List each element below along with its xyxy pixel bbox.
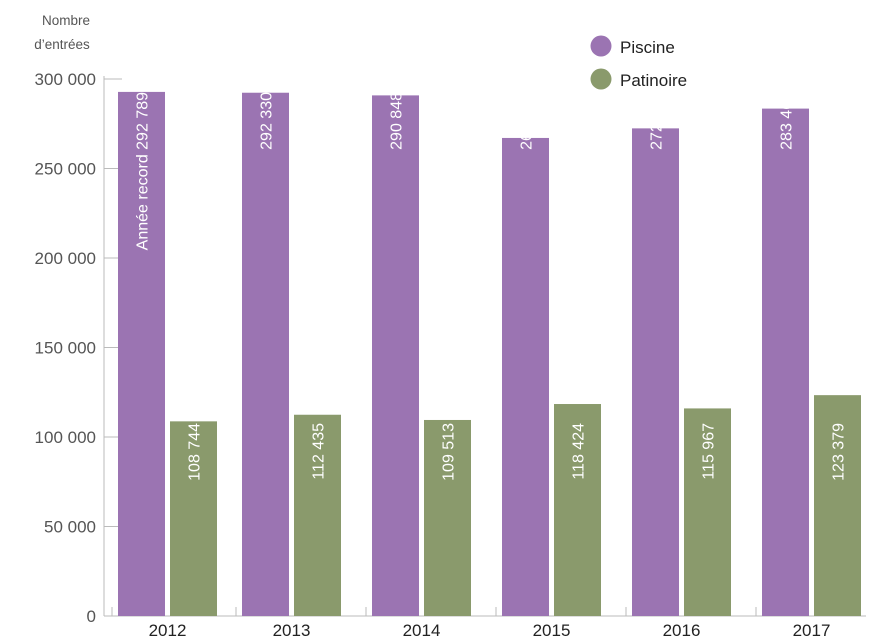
patinoire-legend-swatch [590, 68, 612, 90]
patinoire-bar [554, 404, 601, 616]
bars: Année record 292 789 108 744 292 330 112 43… [118, 91, 861, 617]
bar-data-label: 109 513 [441, 423, 458, 481]
bar-data-label: Année record 292 789 [135, 92, 152, 250]
x-tick-label: 2017 [793, 621, 831, 638]
piscine-bar [762, 108, 809, 617]
y-tick-label: 150 000 [35, 339, 96, 358]
bar-data-label: 115 967 [701, 423, 718, 480]
y-tick-label: 300 000 [35, 70, 96, 89]
x-tick-label: 2012 [149, 621, 187, 638]
piscine-legend-swatch [590, 35, 612, 57]
patinoire-bar [814, 395, 861, 616]
bar-data-label: 290 848 [389, 92, 406, 150]
y-tick-label: 100 000 [35, 428, 96, 447]
y-axis-title-line-1: Nombre [42, 13, 90, 28]
patinoire-bar [294, 414, 341, 616]
y-axis-title: Nombre d’entrées [34, 13, 90, 52]
piscine-legend-label: Piscine [620, 38, 675, 57]
bar-data-label: 292 330 [259, 92, 276, 150]
bar-data-label: 267 068 [519, 92, 536, 150]
patinoire-bar [684, 408, 731, 616]
axes: 0 50 000 100 000 150 000 200 000 250 000 300 0… [35, 70, 866, 638]
bar-data-label: 108 744 [187, 423, 204, 481]
bar-data-label: 272 421 [649, 92, 666, 150]
bar-data-label: 112 435 [311, 423, 328, 480]
piscine-bar [632, 128, 679, 617]
y-tick-label: 50 000 [44, 518, 96, 537]
y-tick-label: 0 [87, 607, 96, 626]
x-tick-label: 2014 [403, 621, 441, 638]
patinoire-legend-label: Patinoire [620, 71, 687, 90]
x-tick-label: 2015 [533, 621, 571, 638]
x-tick-label: 2016 [663, 621, 701, 638]
legend: Piscine Patinoire [590, 35, 687, 90]
bar-data-label: 118 424 [571, 423, 588, 480]
bar-data-label: 283 464 [779, 92, 796, 150]
piscine-bar [242, 92, 289, 616]
patinoire-bar [424, 419, 471, 616]
piscine-bar [372, 95, 419, 616]
y-tick-label: 200 000 [35, 249, 96, 268]
patinoire-bar [170, 421, 217, 616]
y-tick-label: 250 000 [35, 160, 96, 179]
x-tick-label: 2013 [273, 621, 311, 638]
piscine-bar [502, 137, 549, 616]
piscine-bar [118, 91, 165, 616]
y-axis-title-line-2: d’entrées [34, 37, 90, 52]
bar-data-label: 123 379 [831, 423, 848, 481]
